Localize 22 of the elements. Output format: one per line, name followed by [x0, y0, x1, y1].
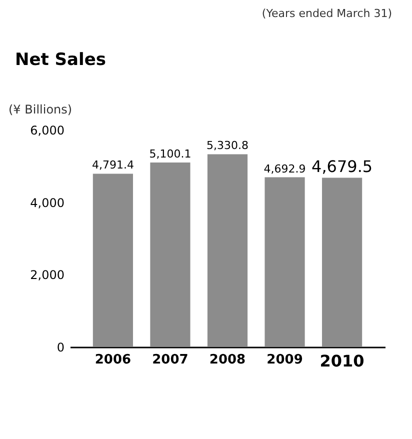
bar — [264, 177, 305, 347]
bar — [207, 154, 248, 347]
x-tick-label: 2010 — [320, 352, 364, 370]
data-label: 5,330.8 — [206, 139, 248, 152]
x-tick-label: 2009 — [266, 352, 303, 368]
y-tick-label: 2,000 — [30, 268, 64, 282]
y-tick-label: 4,000 — [30, 196, 64, 210]
data-label: 4,679.5 — [312, 156, 373, 176]
bar — [92, 174, 133, 347]
y-tick-label: 0 — [56, 340, 64, 354]
y-tick-label: 6,000 — [30, 124, 64, 138]
data-label: 4,791.4 — [92, 158, 134, 172]
chart-title: Net Sales — [15, 50, 106, 70]
x-tick-label: 2007 — [152, 352, 188, 368]
bar — [150, 162, 190, 347]
x-tick-label: 2008 — [209, 352, 246, 368]
text: (Years ended March 31) — [262, 7, 392, 20]
data-label: 4,692.9 — [264, 162, 306, 176]
y-axis-title: (¥ Billions) — [8, 102, 72, 116]
x-tick-label: 2006 — [94, 352, 132, 368]
bar — [322, 178, 362, 347]
data-label: 5,100.1 — [149, 148, 192, 161]
